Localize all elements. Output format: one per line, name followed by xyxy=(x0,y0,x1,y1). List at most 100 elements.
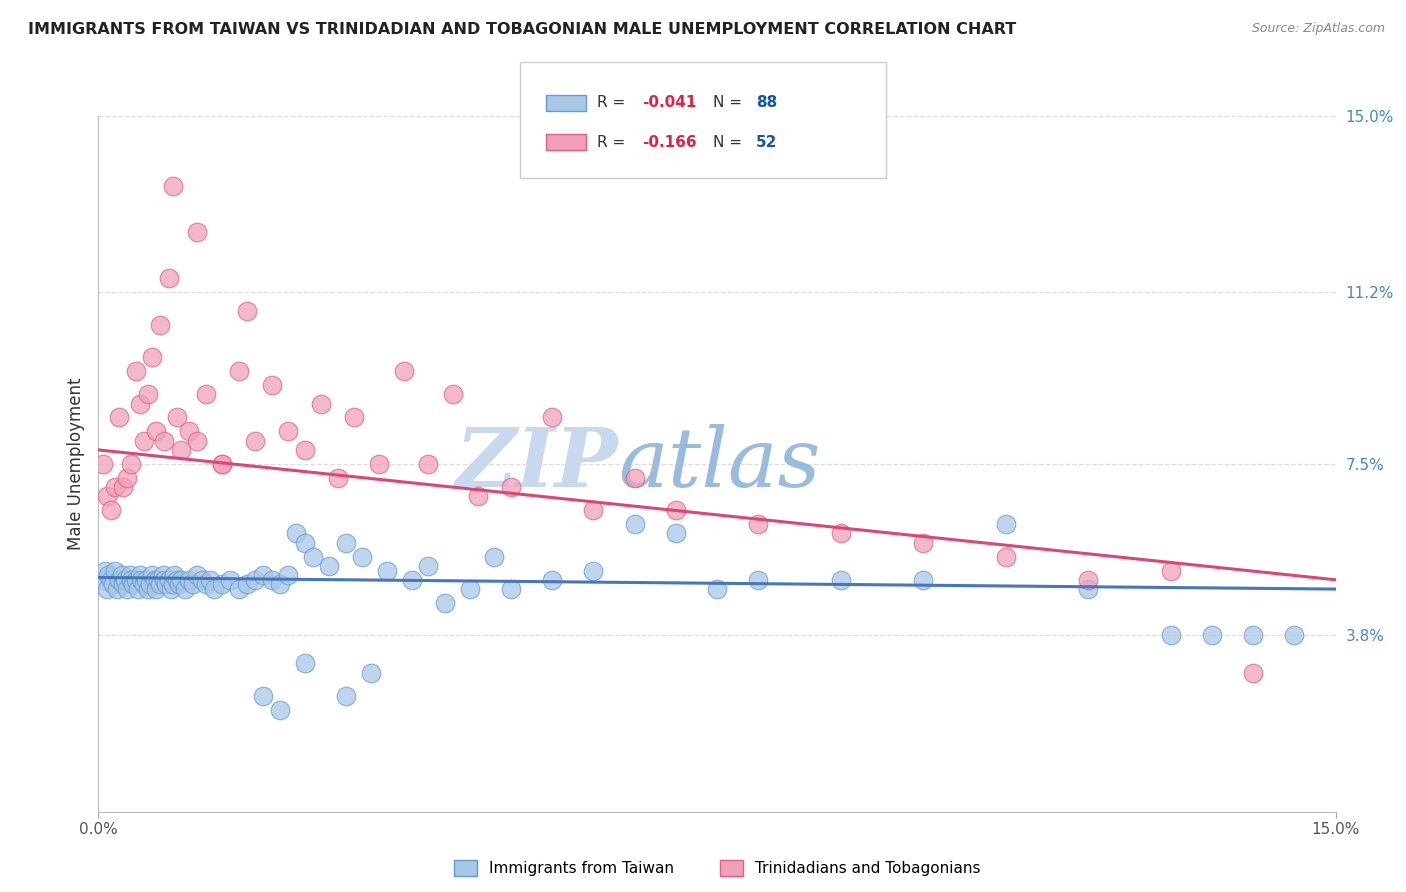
Point xyxy=(132,434,155,448)
Point xyxy=(499,480,522,494)
Point xyxy=(623,517,645,532)
Point xyxy=(100,573,122,587)
Point xyxy=(912,573,935,587)
Point xyxy=(145,582,167,596)
Point xyxy=(117,582,139,596)
Point xyxy=(135,573,157,587)
Point xyxy=(179,425,201,439)
Point xyxy=(149,577,172,591)
Point xyxy=(117,471,139,485)
Point xyxy=(252,689,274,703)
Point xyxy=(219,573,242,587)
Point xyxy=(1201,628,1223,642)
Point xyxy=(418,558,440,573)
Point xyxy=(162,178,184,193)
Point xyxy=(114,573,136,587)
Point xyxy=(541,410,564,425)
Point xyxy=(104,480,127,494)
Point xyxy=(103,577,125,591)
Point xyxy=(309,396,332,410)
Point xyxy=(418,457,440,471)
Point xyxy=(277,425,299,439)
Point xyxy=(153,434,176,448)
Point xyxy=(458,582,481,596)
Point xyxy=(120,573,142,587)
Point xyxy=(260,573,283,587)
Point xyxy=(122,577,145,591)
Point xyxy=(128,396,150,410)
Point xyxy=(186,568,208,582)
Point xyxy=(202,582,225,596)
Text: 88: 88 xyxy=(756,95,778,111)
Point xyxy=(441,387,464,401)
Point xyxy=(94,564,117,578)
Point xyxy=(162,577,184,591)
Point xyxy=(294,535,316,549)
Point xyxy=(706,582,728,596)
Point xyxy=(236,303,259,318)
Point xyxy=(166,573,188,587)
Point xyxy=(181,577,204,591)
Point xyxy=(360,665,382,680)
Point xyxy=(179,573,201,587)
Point xyxy=(236,577,259,591)
Point xyxy=(157,573,180,587)
Text: N =: N = xyxy=(713,95,747,111)
Text: 52: 52 xyxy=(756,135,778,150)
Point xyxy=(1160,564,1182,578)
Point xyxy=(91,573,114,587)
Point xyxy=(1241,628,1264,642)
Point xyxy=(105,582,128,596)
Point xyxy=(96,582,118,596)
Point xyxy=(96,489,118,503)
Point xyxy=(167,577,190,591)
Point xyxy=(160,582,183,596)
Point xyxy=(269,577,291,591)
Point xyxy=(433,596,456,610)
Point xyxy=(830,573,852,587)
Text: -0.041: -0.041 xyxy=(643,95,696,111)
Point xyxy=(124,364,146,378)
Point xyxy=(335,535,357,549)
Point xyxy=(131,573,153,587)
Point xyxy=(155,577,177,591)
Point xyxy=(228,364,250,378)
Point xyxy=(128,568,150,582)
Point xyxy=(1077,582,1099,596)
Point xyxy=(138,577,160,591)
Point xyxy=(747,573,769,587)
Point xyxy=(302,549,325,564)
Point xyxy=(912,535,935,549)
Point xyxy=(157,271,180,285)
Point xyxy=(211,457,233,471)
Point xyxy=(145,425,167,439)
Point xyxy=(153,573,176,587)
Point xyxy=(194,387,217,401)
Point xyxy=(623,471,645,485)
Point xyxy=(132,577,155,591)
Text: ZIP: ZIP xyxy=(456,424,619,504)
Point xyxy=(367,457,389,471)
Point xyxy=(294,442,316,457)
Point xyxy=(582,564,605,578)
Point xyxy=(243,434,266,448)
Text: R =: R = xyxy=(598,135,630,150)
Point xyxy=(260,378,283,392)
Text: -0.166: -0.166 xyxy=(643,135,697,150)
Point xyxy=(198,573,221,587)
Text: IMMIGRANTS FROM TAIWAN VS TRINIDADIAN AND TOBAGONIAN MALE UNEMPLOYMENT CORRELATI: IMMIGRANTS FROM TAIWAN VS TRINIDADIAN AN… xyxy=(28,22,1017,37)
Point xyxy=(318,558,340,573)
Point xyxy=(149,318,172,332)
Point xyxy=(141,350,163,364)
Point xyxy=(91,457,114,471)
Point xyxy=(118,568,141,582)
Point xyxy=(326,471,349,485)
Point xyxy=(665,526,688,541)
Text: atlas: atlas xyxy=(619,424,821,504)
Point xyxy=(269,703,291,717)
Point xyxy=(1284,628,1306,642)
Point xyxy=(100,503,122,517)
Point xyxy=(243,573,266,587)
Point xyxy=(186,225,208,239)
Point xyxy=(252,568,274,582)
